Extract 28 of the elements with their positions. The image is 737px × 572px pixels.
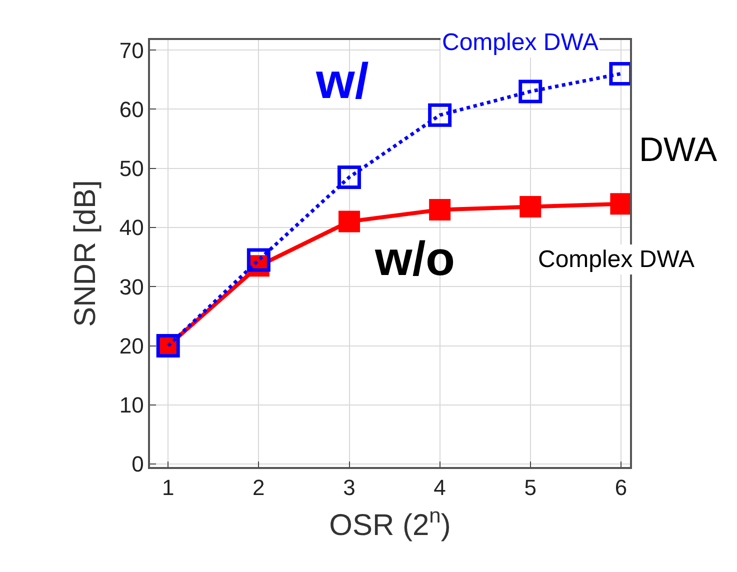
y-tick-label: 70	[119, 38, 144, 63]
x-tick-label: 4	[434, 475, 446, 500]
x-tick-label: 6	[614, 475, 628, 500]
y-tick-label: 60	[119, 96, 144, 122]
point	[428, 103, 452, 127]
point	[429, 198, 451, 220]
y-tick-label: 40	[119, 215, 144, 240]
x-axis-title: OSR (2$^{n}$)	[329, 504, 451, 542]
annotation: w/o	[374, 233, 455, 286]
x-tick-label: 3	[343, 475, 356, 500]
y-tick-label: 20	[119, 333, 144, 358]
y-tick-label: 50	[119, 156, 144, 182]
annotation: Complex DWA	[442, 29, 598, 56]
x-tick-label: 5	[524, 475, 537, 500]
y-tick-label: 10	[119, 392, 144, 418]
point	[520, 196, 542, 218]
point	[338, 210, 360, 232]
text: DWA	[639, 131, 718, 169]
x-tick-label: 2	[252, 475, 265, 500]
y-tick-label: 0	[132, 452, 144, 477]
x-tick-label: 1	[162, 475, 174, 500]
point	[338, 165, 361, 189]
annotation: w/	[315, 53, 369, 109]
y-tick-label: 30	[119, 274, 144, 300]
y-axis-title: SNDR [dB]	[68, 180, 102, 327]
point	[246, 248, 270, 272]
annotation: Complex DWA	[538, 246, 694, 273]
point	[518, 80, 542, 104]
